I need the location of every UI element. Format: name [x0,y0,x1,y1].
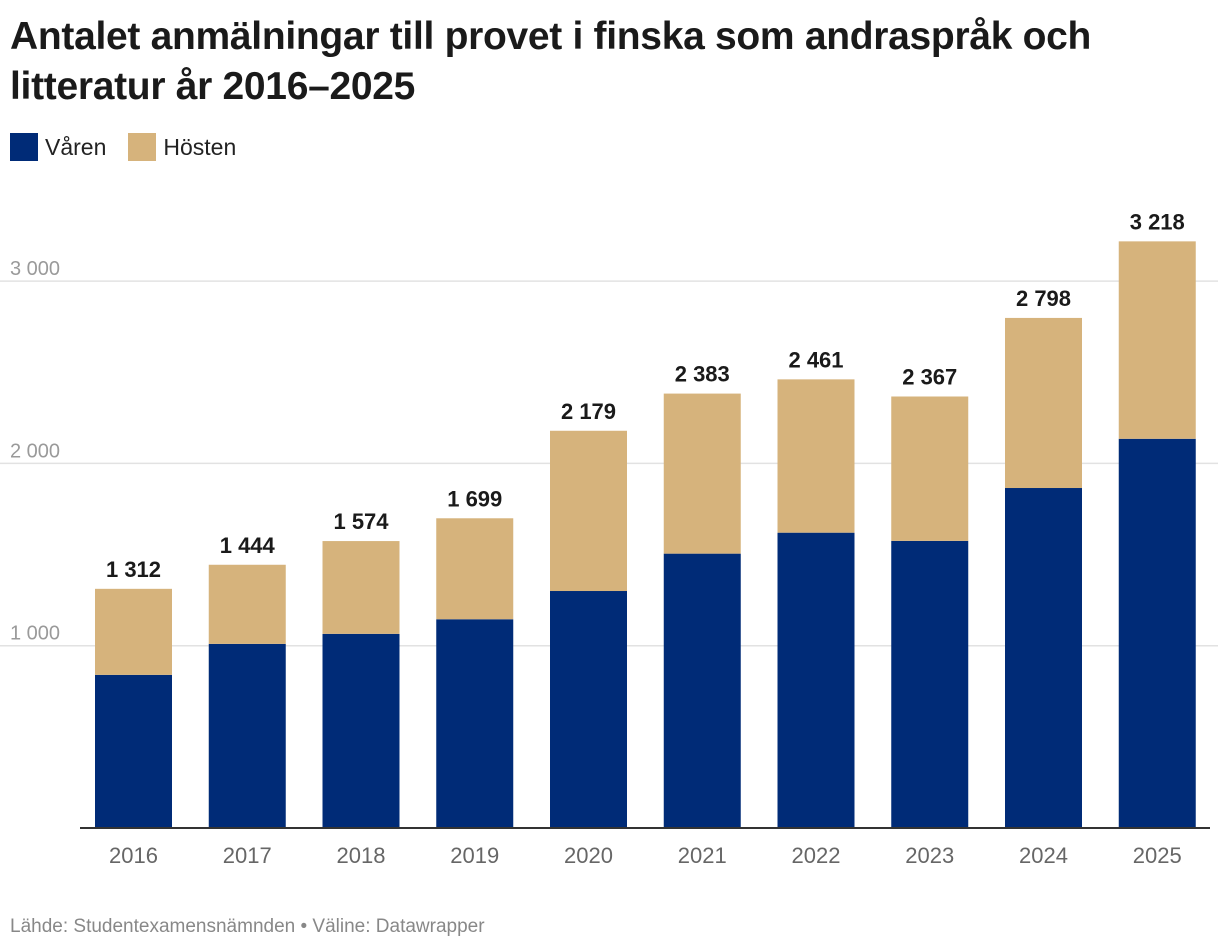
total-label-2016: 1 312 [106,557,161,582]
legend-swatch-hosten [128,133,157,161]
bar-varen-2018 [322,633,400,828]
y-tick-label: 2 000 [10,440,60,462]
bar-varen-2022 [777,532,855,828]
bar-varen-2020 [550,591,627,828]
total-label-2022: 2 461 [788,347,843,372]
bar-varen-2017 [208,643,286,828]
legend-swatch-varen [10,133,38,161]
legend-item-varen: Våren [10,133,106,161]
bar-hosten-2022 [777,379,855,533]
y-tick-label: 3 000 [10,258,60,280]
bar-varen-2016 [95,674,172,828]
total-label-2024: 2 798 [1016,286,1071,311]
total-label-2025: 3 218 [1130,209,1185,234]
bar-hosten-2020 [550,430,627,592]
bar-hosten-2024 [1005,317,1082,489]
legend: Våren Hösten [10,133,258,161]
source-note: Lähde: Studentexamensnämnden • Väline: D… [10,916,485,937]
total-label-2023: 2 367 [902,364,957,389]
bar-hosten-2019 [436,518,514,620]
x-tick-label-2021: 2021 [678,843,727,868]
bar-varen-2023 [891,540,969,828]
bar-hosten-2021 [663,393,741,554]
x-tick-label-2023: 2023 [905,843,954,868]
x-tick-label-2019: 2019 [450,843,499,868]
bar-hosten-2016 [95,588,172,675]
total-label-2021: 2 383 [675,362,730,387]
x-tick-label-2024: 2024 [1019,843,1068,868]
bar-hosten-2025 [1118,241,1196,439]
bar-varen-2025 [1118,438,1196,828]
legend-item-hosten: Hösten [128,133,236,161]
total-label-2019: 1 699 [447,486,502,511]
legend-label-varen: Våren [45,133,107,160]
bar-hosten-2018 [322,541,400,634]
bar-hosten-2023 [891,396,969,541]
bar-varen-2019 [436,619,514,828]
bar-varen-2021 [663,553,741,828]
total-label-2017: 1 444 [220,533,276,558]
total-label-2020: 2 179 [561,399,616,424]
x-tick-label-2025: 2025 [1133,843,1182,868]
bar-hosten-2017 [208,564,286,644]
x-tick-label-2020: 2020 [564,843,613,868]
legend-label-hosten: Hösten [163,133,237,160]
x-tick-label-2022: 2022 [792,843,841,868]
bar-varen-2024 [1005,488,1082,828]
chart-title: Antalet anmälningar till provet i finska… [10,15,1092,108]
x-tick-label-2017: 2017 [223,843,272,868]
y-tick-label: 1 000 [10,623,60,645]
total-label-2018: 1 574 [333,509,389,534]
x-tick-label-2018: 2018 [337,843,386,868]
x-tick-label-2016: 2016 [109,843,158,868]
